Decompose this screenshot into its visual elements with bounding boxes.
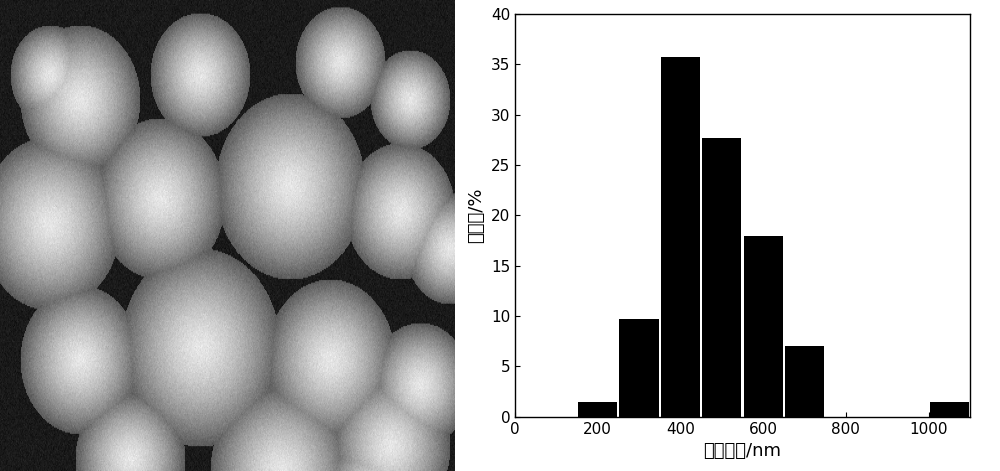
Bar — [661, 57, 700, 417]
X-axis label: 粒径分布/nm: 粒径分布/nm — [704, 442, 782, 460]
Bar — [702, 138, 741, 417]
Bar — [930, 402, 969, 417]
Bar — [578, 402, 617, 417]
Y-axis label: 百分比/%: 百分比/% — [467, 188, 485, 243]
Bar — [785, 346, 824, 417]
Bar — [619, 319, 659, 417]
Bar — [744, 236, 783, 417]
